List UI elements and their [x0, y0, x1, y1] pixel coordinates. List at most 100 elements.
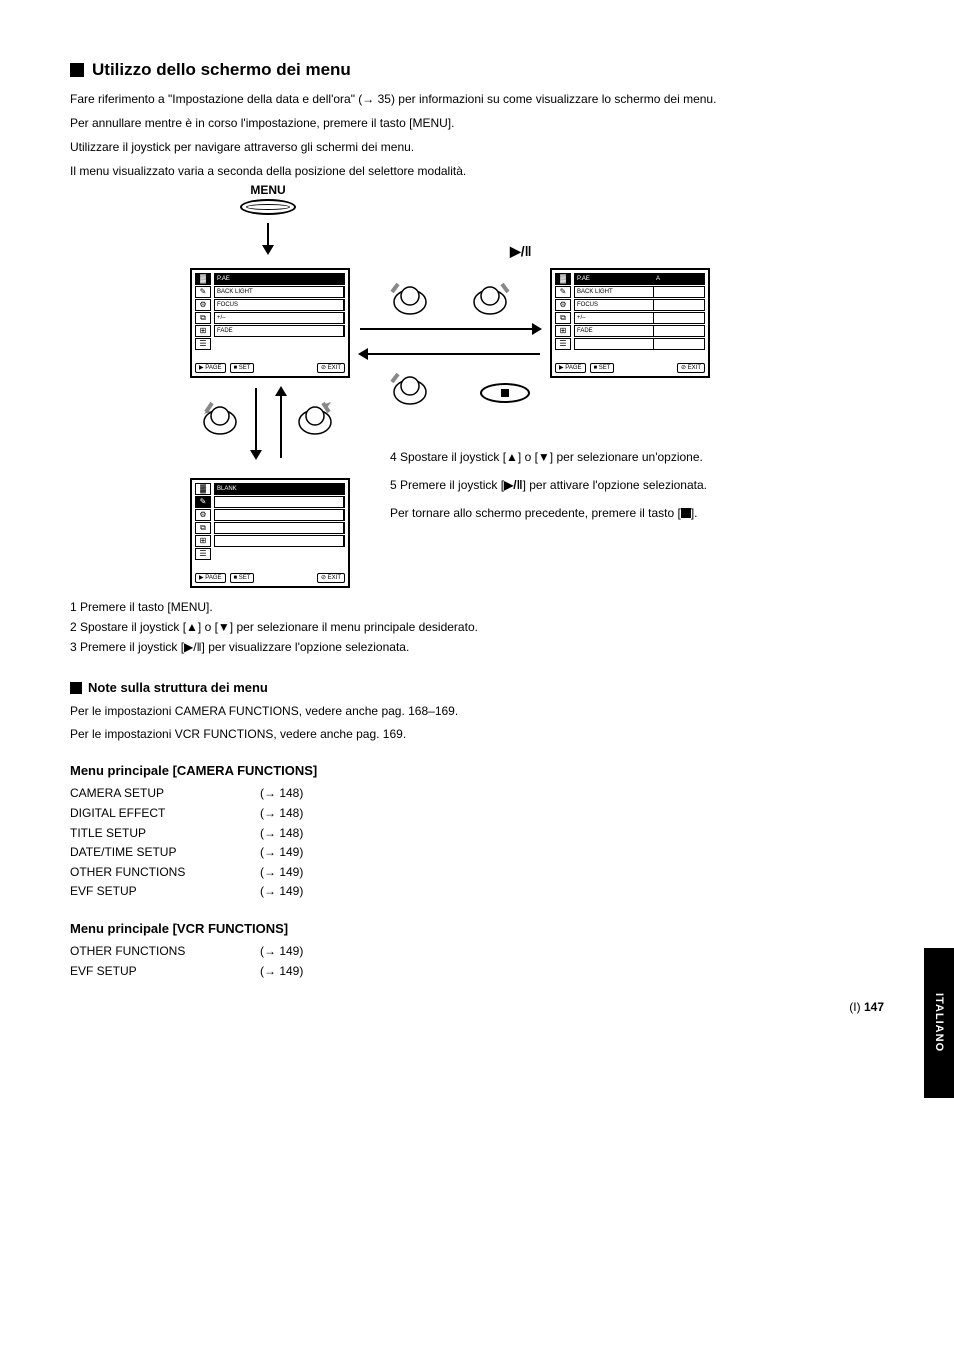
joystick-left-icon	[390, 368, 430, 408]
menu-row: FADE	[574, 325, 705, 337]
stop-icon	[681, 508, 691, 518]
exit-btn-icon: ⊘ EXIT	[317, 573, 345, 583]
menu-bottom-bar: ▶ PAGE ■ SET ⊘ EXIT	[195, 572, 345, 584]
arrow-left	[360, 353, 540, 355]
section-title: Utilizzo dello schermo dei menu	[70, 60, 884, 80]
menu-row	[214, 535, 345, 547]
step1: 1 Premere il tasto [MENU].	[70, 598, 730, 616]
menu-list-vcr: Menu principale [VCR FUNCTIONS] OTHER FU…	[70, 919, 884, 980]
step3: 3 Premere il joystick [▶/ǁ] per visualiz…	[70, 638, 730, 656]
set-btn-icon: ■ SET	[590, 363, 615, 373]
about-seealso-1: Per le impostazioni CAMERA FUNCTIONS, ve…	[70, 702, 884, 721]
menu-tab-icon: ▓	[195, 273, 211, 285]
menu-row: FADE	[214, 325, 345, 337]
menu-list-camera: Menu principale [CAMERA FUNCTIONS] CAMER…	[70, 761, 884, 901]
menu-row	[214, 522, 345, 534]
menu-screen-camera-functions: ▓ ✎ ⚙ ⧉ ⊞ ☰ P.AE BACK LIGHT FOCUS +/‒ FA…	[190, 268, 350, 378]
menu-row: P.AE	[214, 273, 345, 285]
intro-line-3: Utilizzare il joystick per navigare attr…	[70, 138, 884, 156]
page-btn-icon: ▶ PAGE	[555, 363, 586, 373]
menu-tab-icon: ⊞	[555, 325, 571, 337]
exit-btn-icon: ⊘ EXIT	[317, 363, 345, 373]
menu-bottom-bar: ▶ PAGE ■ SET ⊘ EXIT	[555, 362, 705, 374]
menu-button-oval-icon	[240, 199, 296, 215]
list-item: TITLE SETUP(→ 148)	[70, 824, 884, 843]
menu-row: P.AEA	[574, 273, 705, 285]
intro-text: Fare riferimento a "Impostazione della d…	[70, 90, 884, 180]
language-tab: ITALIANO	[924, 948, 954, 1098]
set-btn-icon: ■ SET	[230, 573, 255, 583]
step4: 4 Spostare il joystick [▲] o [▼] per sel…	[390, 448, 730, 466]
menu-tab-icon: ⊞	[195, 325, 211, 337]
menu-tab-icon: ⊞	[195, 535, 211, 547]
title-text: Utilizzo dello schermo dei menu	[92, 60, 351, 80]
menu-tab-icon: ✎	[195, 286, 211, 298]
intro-line-1: Fare riferimento a "Impostazione della d…	[70, 90, 884, 108]
set-btn-icon: ■ SET	[230, 363, 255, 373]
menu-row	[214, 496, 345, 508]
list-item: DIGITAL EFFECT(→ 148)	[70, 804, 884, 823]
body-content: Note sulla struttura dei menu Per le imp…	[70, 678, 884, 980]
joystick-right-icon	[470, 278, 510, 318]
list-item: CAMERA SETUP(→ 148)	[70, 784, 884, 803]
list-item: DATE/TIME SETUP(→ 149)	[70, 843, 884, 862]
arrow-down	[255, 388, 257, 458]
play-pause-label: ▶/ǁ	[510, 243, 532, 260]
list-item: OTHER FUNCTIONS(→ 149)	[70, 942, 884, 961]
menu-tab-icon: ⚙	[195, 509, 211, 521]
menu-row: FOCUS	[214, 299, 345, 311]
exit-btn-icon: ⊘ EXIT	[677, 363, 705, 373]
menu-tab-icon: ⚙	[555, 299, 571, 311]
menu-tab-icon: ⧉	[555, 312, 571, 324]
menu-row: BLANK	[214, 483, 345, 495]
joystick-up-icon	[295, 398, 335, 438]
menu-tab-icon: ▓	[195, 483, 211, 495]
page-btn-icon: ▶ PAGE	[195, 363, 226, 373]
menu-row: FOCUS	[574, 299, 705, 311]
arrow-right	[360, 328, 540, 330]
arrow-up	[280, 388, 282, 458]
menu-row	[574, 338, 705, 350]
menu-flow-diagram: MENU ▓ ✎ ⚙ ⧉ ⊞ ☰ P.AE BACK LIGHT FOCUS +…	[70, 188, 884, 658]
arrow-menu-down	[267, 223, 269, 253]
menu-button-label: MENU	[240, 183, 296, 197]
step-labels: 1 Premere il tasto [MENU]. 2 Spostare il…	[70, 598, 730, 656]
menu-screen-submenu: ▓ ✎ ⚙ ⧉ ⊞ ☰ BLANK ▶ PAGE ■ SET ⊘ EXIT	[190, 478, 350, 588]
stop-button-icon	[480, 383, 530, 403]
menu-row: +/‒	[214, 312, 345, 324]
page-number: (I) 147	[70, 1000, 884, 1014]
menu-tab-icon: ☰	[555, 338, 571, 350]
step5: 5 Premere il joystick [▶/ǁ] per attivare…	[390, 476, 730, 494]
menu-screen-options: ▓ ✎ ⚙ ⧉ ⊞ ☰ P.AEA BACK LIGHT FOCUS +/‒ F…	[550, 268, 710, 378]
menu-row: BACK LIGHT	[574, 286, 705, 298]
play-pause-icon: ▶/ǁ	[504, 478, 523, 492]
back-note: Per tornare allo schermo precedente, pre…	[390, 504, 730, 522]
menu-row: BACK LIGHT	[214, 286, 345, 298]
about-title: Note sulla struttura dei menu	[88, 678, 268, 698]
intro-line-2: Per annullare mentre è in corso l'impost…	[70, 114, 884, 132]
list-item: EVF SETUP(→ 149)	[70, 882, 884, 901]
menu-tab-icon: ☰	[195, 338, 211, 350]
menu-tab-icon: ▓	[555, 273, 571, 285]
list-item: EVF SETUP(→ 149)	[70, 962, 884, 981]
camera-functions-title: Menu principale [CAMERA FUNCTIONS]	[70, 761, 884, 781]
menu-tab-icon: ✎	[195, 496, 211, 508]
joystick-right-icon	[390, 278, 430, 318]
intro-line-4: Il menu visualizzato varia a seconda del…	[70, 162, 884, 180]
menu-bottom-bar: ▶ PAGE ■ SET ⊘ EXIT	[195, 362, 345, 374]
title-bullet-icon	[70, 63, 84, 77]
about-menu-structure-heading: Note sulla struttura dei menu	[70, 678, 884, 698]
menu-tab-icon: ⧉	[195, 312, 211, 324]
menu-tab-icon: ✎	[555, 286, 571, 298]
about-seealso-2: Per le impostazioni VCR FUNCTIONS, veder…	[70, 725, 884, 744]
bullet-icon	[70, 682, 82, 694]
joystick-down-icon	[200, 398, 240, 438]
step2: 2 Spostare il joystick [▲] o [▼] per sel…	[70, 618, 730, 636]
menu-tab-icon: ☰	[195, 548, 211, 560]
step-4-text: 4 Spostare il joystick [▲] o [▼] per sel…	[390, 448, 730, 522]
page-btn-icon: ▶ PAGE	[195, 573, 226, 583]
menu-row: +/‒	[574, 312, 705, 324]
language-tab-label: ITALIANO	[933, 993, 945, 1052]
list-item: OTHER FUNCTIONS(→ 149)	[70, 863, 884, 882]
menu-tab-icon: ⚙	[195, 299, 211, 311]
